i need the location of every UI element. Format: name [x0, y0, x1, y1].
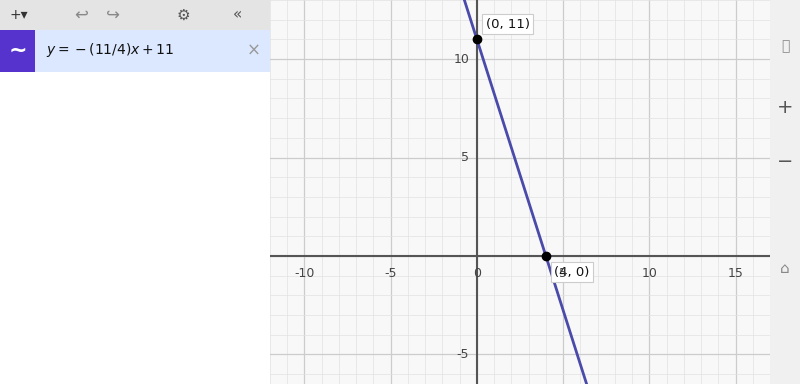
Text: «: «: [233, 8, 242, 23]
Text: ~: ~: [8, 41, 27, 61]
Text: 0: 0: [473, 267, 481, 280]
Text: +: +: [777, 98, 794, 117]
Text: −: −: [777, 152, 793, 171]
Text: 🔧: 🔧: [781, 39, 789, 53]
Text: -10: -10: [294, 267, 314, 280]
Text: 10: 10: [454, 53, 469, 66]
Text: +▾: +▾: [10, 8, 28, 22]
Text: 5: 5: [559, 267, 567, 280]
Text: ⌂: ⌂: [780, 261, 790, 276]
Text: ↩: ↩: [74, 6, 88, 24]
Text: -5: -5: [457, 348, 469, 361]
Text: -5: -5: [385, 267, 397, 280]
Text: (4, 0): (4, 0): [554, 266, 590, 279]
Text: (0, 11): (0, 11): [486, 18, 530, 31]
Text: 15: 15: [727, 267, 743, 280]
Text: 5: 5: [461, 151, 469, 164]
Text: $y = -(11/4)x + 11$: $y = -(11/4)x + 11$: [46, 41, 174, 59]
Text: 10: 10: [642, 267, 658, 280]
Text: ⚙: ⚙: [177, 8, 190, 23]
Text: ↪: ↪: [106, 6, 120, 24]
Text: ×: ×: [247, 41, 261, 59]
